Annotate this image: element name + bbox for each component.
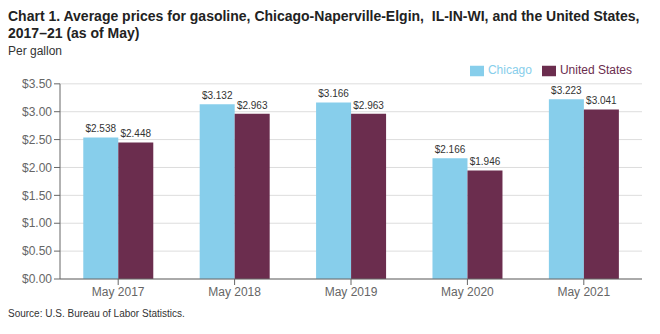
svg-text:$2.166: $2.166 xyxy=(435,144,466,155)
svg-text:$1.50: $1.50 xyxy=(22,189,52,203)
svg-text:$2.963: $2.963 xyxy=(237,100,268,111)
svg-text:$1.00: $1.00 xyxy=(22,216,52,230)
svg-text:$2.50: $2.50 xyxy=(22,133,52,147)
svg-text:$3.132: $3.132 xyxy=(202,90,233,101)
svg-text:May 2018: May 2018 xyxy=(208,285,261,299)
svg-text:$3.00: $3.00 xyxy=(22,105,52,119)
svg-text:$3.166: $3.166 xyxy=(318,88,349,99)
html-text:Per gallon: Per gallon xyxy=(8,44,62,58)
svg-text:$1.946: $1.946 xyxy=(470,156,501,167)
html-text:Source: U.S. Bureau of Labor S: Source: U.S. Bureau of Labor Statistics. xyxy=(8,308,185,319)
svg-text:May 2019: May 2019 xyxy=(325,285,378,299)
svg-text:$0.00: $0.00 xyxy=(22,272,52,286)
svg-text:$2.448: $2.448 xyxy=(120,128,151,139)
svg-text:$2.963: $2.963 xyxy=(353,100,384,111)
html-text:Chicago: Chicago xyxy=(487,63,532,77)
svg-text:$3.041: $3.041 xyxy=(586,95,617,106)
svg-text:May 2021: May 2021 xyxy=(557,285,610,299)
svg-text:May 2017: May 2017 xyxy=(92,285,145,299)
svg-text:$0.50: $0.50 xyxy=(22,244,52,258)
svg-text:$2.538: $2.538 xyxy=(85,123,116,134)
svg-text:$3.223: $3.223 xyxy=(551,85,582,96)
html-text:United States: United States xyxy=(560,63,632,77)
svg-text:$2.00: $2.00 xyxy=(22,161,52,175)
svg-text:May 2020: May 2020 xyxy=(441,285,494,299)
svg-text:$3.50: $3.50 xyxy=(22,77,52,91)
html-text:Chart 1. Average prices for ga: Chart 1. Average prices for gasoline, Ch… xyxy=(8,8,644,41)
